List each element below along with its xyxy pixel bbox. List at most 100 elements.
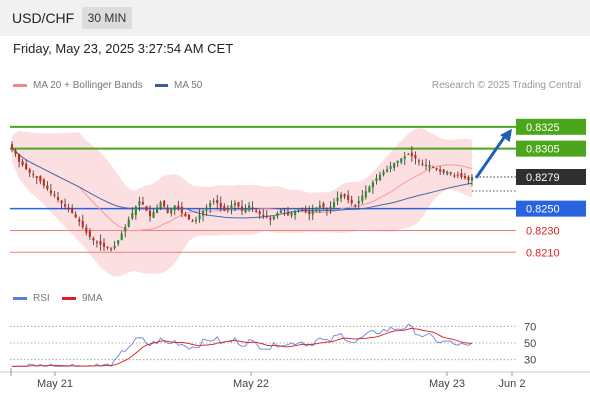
candle-body [177, 205, 180, 209]
candle [85, 224, 88, 236]
candle-body [255, 210, 258, 212]
candle [81, 214, 84, 230]
candle [248, 201, 251, 213]
candle-body [71, 208, 74, 213]
candle-body [92, 238, 95, 241]
candle [276, 211, 279, 219]
candle [343, 193, 346, 200]
candle-body [467, 176, 470, 181]
candle [428, 160, 431, 173]
candle-body [460, 173, 463, 177]
candle-body [258, 211, 261, 215]
candle [131, 207, 134, 220]
pivot-label: 0.8250 [526, 204, 560, 216]
candle-body [414, 155, 417, 159]
candle-body [294, 210, 297, 216]
credit-text: Research © 2025 Trading Central [431, 80, 581, 91]
candle-body [35, 176, 38, 179]
candle-body [364, 191, 367, 198]
candle-body [46, 185, 49, 189]
candle [315, 206, 318, 213]
candle [414, 151, 417, 165]
candle [290, 211, 293, 219]
candlesticks [10, 141, 474, 252]
candle [435, 167, 438, 172]
candle-body [141, 202, 144, 205]
candle [368, 185, 371, 193]
candle-body [156, 207, 159, 213]
candle [113, 240, 116, 250]
candle [357, 196, 360, 210]
rsi-swatch [13, 297, 27, 300]
candle-body [159, 202, 162, 209]
candle-body [64, 204, 67, 207]
candle-body [184, 214, 187, 217]
projection-arrow-head [500, 128, 512, 143]
candle-body [421, 163, 424, 165]
candle-body [329, 206, 332, 210]
candle-body [187, 214, 190, 220]
candle-body [378, 174, 382, 181]
rsi-ma-line [12, 327, 473, 367]
candle-body [53, 194, 56, 196]
candle-body [446, 171, 449, 175]
rsi-tick-30: 30 [524, 355, 536, 367]
candle-body [148, 210, 152, 217]
candle [205, 204, 208, 217]
candle-body [453, 175, 456, 177]
candle [354, 204, 357, 208]
candle [202, 210, 205, 222]
candle [325, 207, 328, 216]
candle-body [99, 240, 102, 245]
candle [209, 200, 212, 214]
candle-body [113, 245, 116, 249]
candle [389, 161, 392, 173]
ma50-swatch [155, 84, 168, 87]
candle [272, 215, 275, 221]
legend-rsi-ma: 9MA [62, 293, 103, 304]
legend-rsi: RSI [13, 293, 50, 304]
timeframe-button[interactable]: 30 MIN [82, 7, 132, 29]
candle [283, 207, 286, 216]
candle [106, 246, 109, 251]
candle [39, 175, 42, 185]
candle-body [14, 150, 17, 155]
chart-toolbar: USD/CHF 30 MIN [0, 0, 590, 36]
candle [378, 171, 382, 182]
candle-body [251, 207, 254, 209]
candle [102, 238, 106, 252]
candle-body [410, 152, 413, 157]
candle [456, 171, 459, 179]
candle [28, 167, 31, 178]
candle [14, 148, 17, 157]
candle [180, 202, 183, 218]
candle-body [106, 246, 109, 248]
candle [432, 165, 435, 169]
candle [120, 230, 123, 241]
candle-body [470, 177, 474, 181]
candle-body [375, 178, 378, 182]
candle-body [297, 208, 300, 210]
candle-body [386, 169, 389, 172]
candle-body [336, 197, 339, 202]
last-price-label: 0.8279 [526, 172, 560, 184]
candle-body [347, 195, 350, 200]
candle [424, 158, 428, 170]
candle [393, 162, 396, 172]
candle-body [205, 207, 208, 211]
legend-ma50: MA 50 [155, 80, 202, 91]
candle-body [166, 208, 169, 213]
x-tick-label: May 23 [429, 378, 465, 390]
candle-body [354, 204, 357, 206]
candle [223, 203, 226, 212]
candle [163, 199, 166, 208]
candle [64, 198, 67, 210]
candle-body [81, 221, 84, 228]
candle-body [42, 179, 45, 186]
candle-body [198, 215, 201, 220]
candle [446, 170, 449, 176]
candle [18, 153, 21, 168]
candle-body [18, 154, 21, 162]
candle [297, 208, 300, 213]
